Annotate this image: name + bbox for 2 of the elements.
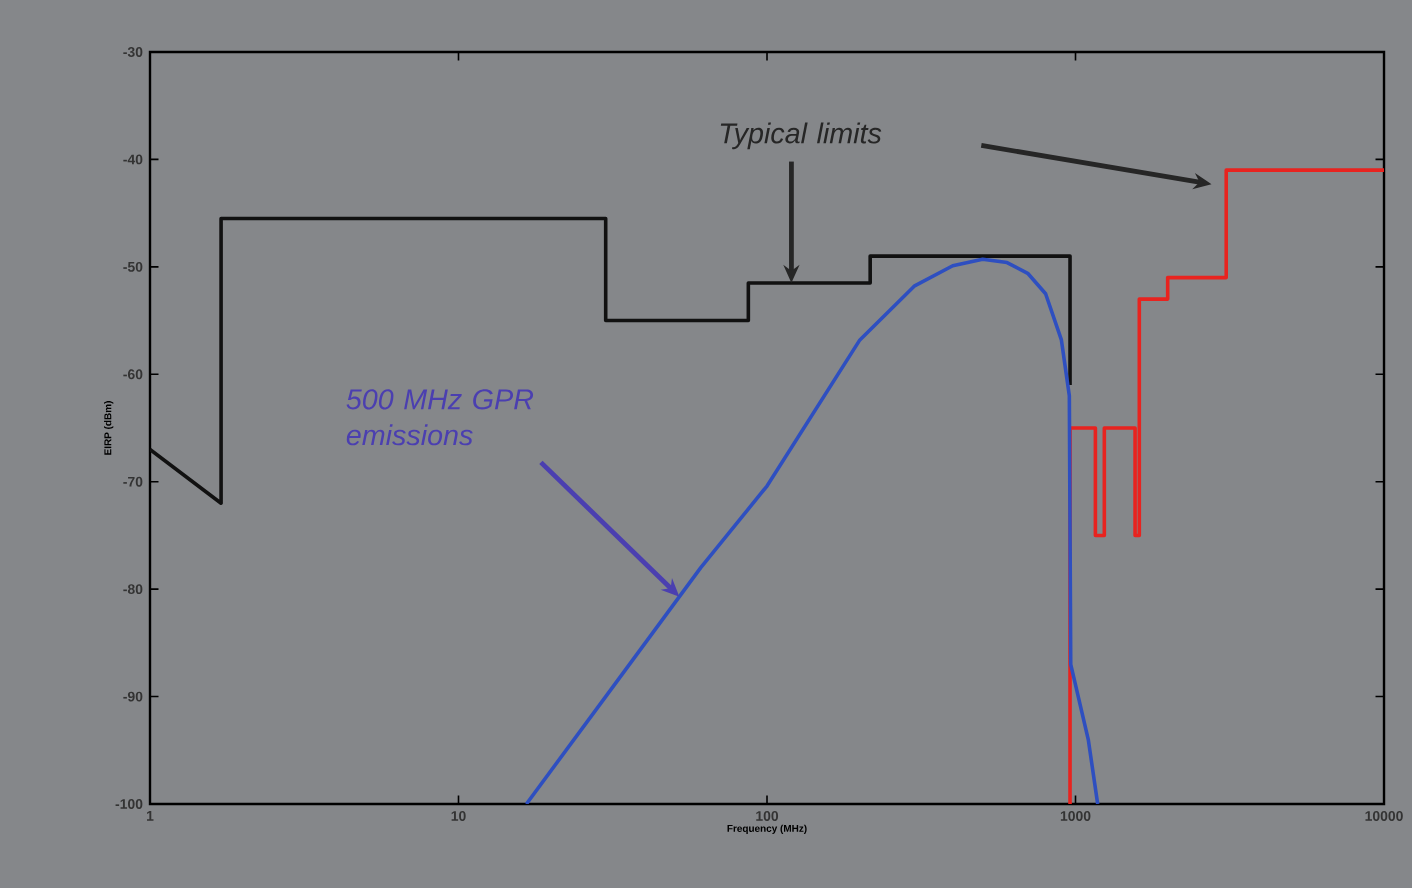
annotation: Typical limits xyxy=(720,122,882,150)
annotation: 500 MHz GPR emissions xyxy=(346,389,534,446)
